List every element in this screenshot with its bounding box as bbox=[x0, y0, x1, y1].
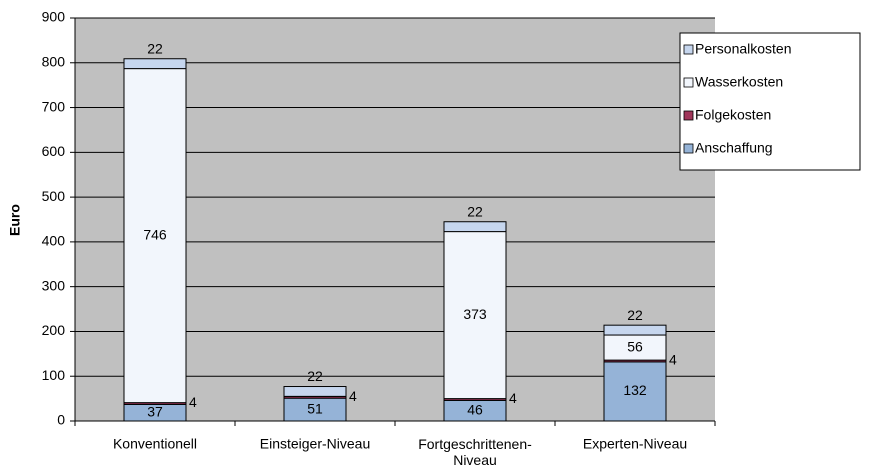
data-label: 51 bbox=[307, 400, 323, 416]
legend-swatch bbox=[683, 44, 694, 55]
x-tick-label: Experten-Niveau bbox=[583, 436, 687, 452]
data-label: 56 bbox=[627, 338, 643, 354]
bar-segment bbox=[123, 68, 187, 404]
y-tick-label: 100 bbox=[42, 367, 66, 383]
bar-segment bbox=[443, 221, 507, 233]
legend-swatch bbox=[683, 110, 694, 121]
data-label: 4 bbox=[349, 388, 357, 404]
y-tick-label: 500 bbox=[42, 188, 66, 204]
data-label: 4 bbox=[189, 394, 197, 410]
legend-label: Wasserkosten bbox=[695, 74, 783, 90]
bar-segment bbox=[603, 324, 667, 336]
bar-segment bbox=[603, 361, 667, 422]
y-tick-label: 800 bbox=[42, 53, 66, 69]
legend-label: Personalkosten bbox=[695, 41, 792, 57]
data-label: 46 bbox=[467, 401, 483, 417]
data-label: 22 bbox=[627, 307, 643, 323]
y-tick-label: 700 bbox=[42, 98, 66, 114]
data-label: 37 bbox=[147, 403, 163, 419]
x-tick-label: Einsteiger-Niveau bbox=[260, 436, 371, 452]
y-tick-label: 900 bbox=[42, 9, 66, 25]
bar-segment bbox=[283, 386, 347, 397]
y-tick-label: 200 bbox=[42, 322, 66, 338]
legend-swatch bbox=[683, 77, 694, 88]
data-label: 373 bbox=[463, 306, 487, 322]
data-label: 4 bbox=[509, 390, 517, 406]
data-label: 22 bbox=[307, 368, 323, 384]
legend-label: Folgekosten bbox=[695, 107, 771, 123]
y-tick-label: 0 bbox=[57, 412, 65, 428]
y-tick-label: 300 bbox=[42, 277, 66, 293]
data-label: 746 bbox=[143, 226, 167, 242]
legend-label: Anschaffung bbox=[695, 140, 773, 156]
bar-segment bbox=[603, 334, 667, 361]
bar-segment bbox=[123, 58, 187, 70]
data-label: 22 bbox=[147, 40, 163, 56]
bar-segment bbox=[443, 231, 507, 400]
x-tick-label: Fortgeschrittenen-Niveau bbox=[418, 436, 532, 468]
data-label: 132 bbox=[623, 382, 647, 398]
legend-box bbox=[679, 32, 861, 171]
x-tick-label: Konventionell bbox=[113, 436, 197, 452]
data-label: 22 bbox=[467, 203, 483, 219]
y-axis-label: Euro bbox=[7, 204, 23, 236]
data-label: 4 bbox=[669, 352, 677, 368]
y-tick-label: 600 bbox=[42, 143, 66, 159]
legend-swatch bbox=[683, 143, 694, 154]
y-tick-label: 400 bbox=[42, 233, 66, 249]
